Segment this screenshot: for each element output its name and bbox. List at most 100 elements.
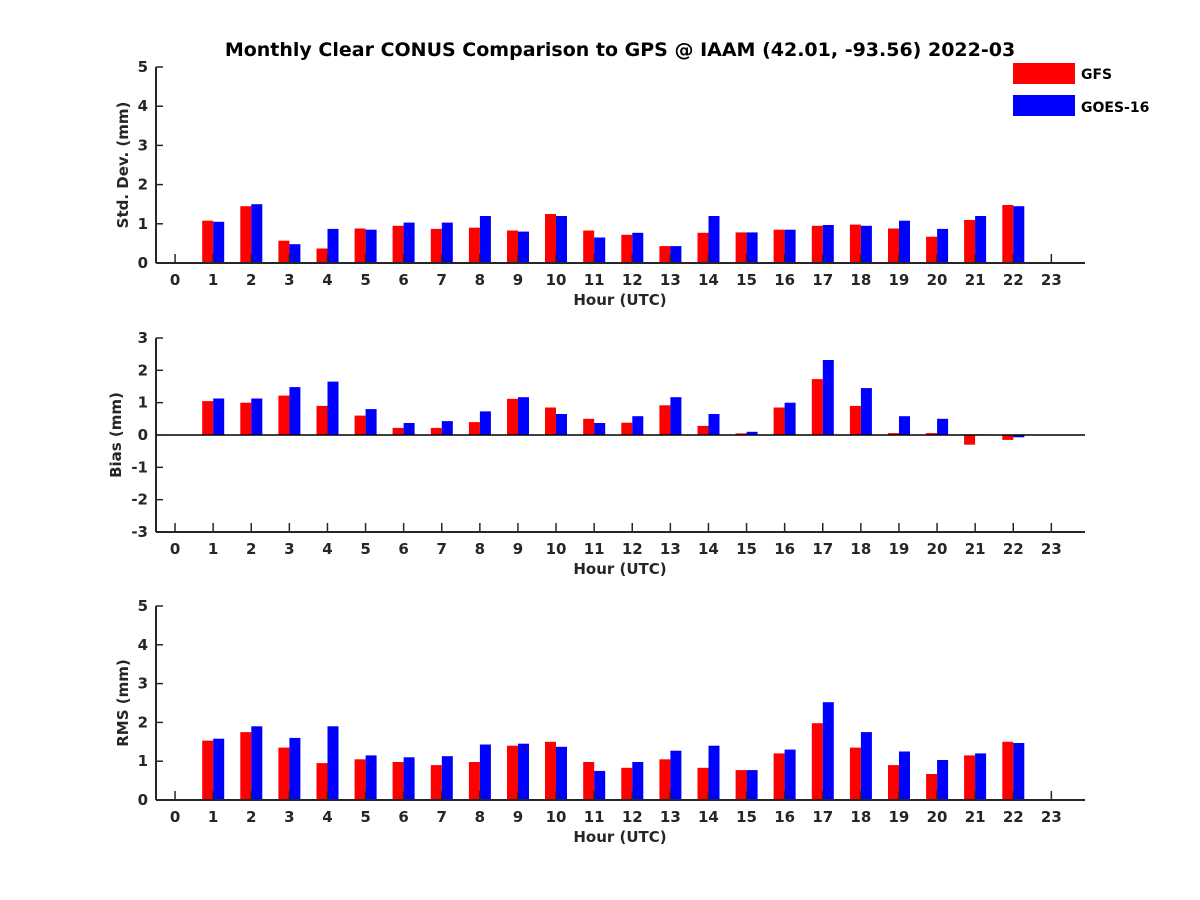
std-dev-bar-goes16-10 bbox=[556, 216, 567, 263]
rms-bar-gfs-20 bbox=[926, 774, 938, 800]
std-dev-bar-goes16-13 bbox=[670, 246, 682, 263]
std-dev-bar-goes16-17 bbox=[822, 225, 834, 263]
rms-bar-gfs-15 bbox=[735, 770, 747, 800]
bias-y-tick-label-6: 3 bbox=[138, 329, 148, 347]
rms-x-tick-label-11: 11 bbox=[584, 808, 605, 826]
std-dev-bar-goes16-8 bbox=[479, 216, 491, 263]
rms-bar-goes16-3 bbox=[289, 737, 301, 800]
std-dev-bar-goes16-12 bbox=[632, 232, 644, 263]
bias-bar-gfs-12 bbox=[621, 422, 633, 435]
bias-bar-goes16-7 bbox=[441, 421, 453, 435]
bias-bar-gfs-17 bbox=[811, 379, 823, 435]
std-dev-bar-gfs-3 bbox=[278, 240, 290, 263]
rms-x-tick-label-16: 16 bbox=[774, 808, 795, 826]
bias-bar-gfs-15 bbox=[735, 433, 747, 435]
rms-x-tick-label-15: 15 bbox=[736, 808, 757, 826]
std-dev-y-axis-label: Std. Dev. (mm) bbox=[114, 102, 132, 229]
bias-bar-goes16-13 bbox=[670, 397, 682, 435]
rms-bar-goes16-6 bbox=[403, 757, 415, 800]
bias-x-tick-label-20: 20 bbox=[927, 540, 948, 558]
bias-x-tick-label-11: 11 bbox=[584, 540, 605, 558]
bias-x-tick-label-10: 10 bbox=[546, 540, 567, 558]
std-dev-x-tick-label-2: 2 bbox=[246, 271, 256, 289]
rms-y-tick-label-3: 3 bbox=[138, 675, 148, 693]
std-dev-bar-goes16-3 bbox=[289, 244, 301, 263]
bias-x-axis-label: Hour (UTC) bbox=[573, 560, 666, 578]
bias-bar-goes16-9 bbox=[518, 397, 529, 435]
rms-bar-gfs-1 bbox=[202, 740, 214, 800]
std-dev-bar-gfs-1 bbox=[202, 220, 214, 263]
rms-y-tick-label-2: 2 bbox=[138, 713, 148, 731]
bias-bar-gfs-2 bbox=[240, 402, 252, 435]
bias-x-tick-label-18: 18 bbox=[850, 540, 871, 558]
bias-x-tick-label-12: 12 bbox=[622, 540, 643, 558]
bias-bar-goes16-16 bbox=[784, 402, 796, 435]
bias-x-tick-label-23: 23 bbox=[1041, 540, 1062, 558]
rms-x-tick-label-9: 9 bbox=[513, 808, 523, 826]
std-dev-bar-goes16-14 bbox=[708, 216, 720, 263]
rms-bar-gfs-6 bbox=[392, 762, 404, 800]
bias-bar-gfs-16 bbox=[773, 407, 785, 435]
bias-y-tick-label-0: -3 bbox=[131, 523, 148, 541]
std-dev-x-tick-label-16: 16 bbox=[774, 271, 795, 289]
std-dev-bar-gfs-5 bbox=[354, 228, 366, 263]
std-dev-bar-goes16-19 bbox=[899, 220, 910, 263]
std-dev-x-tick-label-15: 15 bbox=[736, 271, 757, 289]
rms-bar-goes16-16 bbox=[784, 749, 796, 800]
bias-bar-gfs-6 bbox=[392, 427, 404, 435]
bias-x-tick-label-21: 21 bbox=[965, 540, 986, 558]
legend: GFS GOES-16 bbox=[1013, 63, 1149, 116]
std-dev-x-tick-label-6: 6 bbox=[398, 271, 408, 289]
bias-bar-goes16-6 bbox=[403, 423, 415, 435]
rms-bar-gfs-19 bbox=[888, 765, 899, 800]
std-dev-bar-gfs-9 bbox=[507, 230, 518, 263]
std-dev-x-tick-label-17: 17 bbox=[812, 271, 833, 289]
rms-y-tick-label-4: 4 bbox=[138, 636, 148, 654]
rms-x-tick-label-20: 20 bbox=[927, 808, 948, 826]
rms-bar-gfs-13 bbox=[659, 759, 671, 800]
legend-swatch-goes16 bbox=[1013, 95, 1075, 116]
bias-bar-goes16-20 bbox=[937, 418, 949, 435]
bias-x-tick-label-19: 19 bbox=[889, 540, 910, 558]
rms-bar-gfs-16 bbox=[773, 753, 785, 800]
bias-bar-goes16-17 bbox=[822, 360, 834, 435]
bias-bar-gfs-9 bbox=[507, 398, 518, 435]
std-dev-y-tick-label-3: 3 bbox=[138, 136, 148, 154]
rms-bar-gfs-8 bbox=[468, 762, 480, 800]
rms-bar-goes16-2 bbox=[251, 726, 263, 800]
std-dev-x-tick-label-13: 13 bbox=[660, 271, 681, 289]
rms-x-tick-label-19: 19 bbox=[889, 808, 910, 826]
std-dev-bar-gfs-11 bbox=[583, 230, 595, 263]
rms-y-tick-label-0: 0 bbox=[138, 791, 148, 809]
std-dev-bar-gfs-14 bbox=[697, 232, 709, 263]
bias-bar-gfs-4 bbox=[316, 405, 328, 435]
rms-bar-gfs-14 bbox=[697, 767, 709, 800]
rms-bar-goes16-20 bbox=[937, 760, 949, 800]
bias-bar-goes16-19 bbox=[899, 416, 910, 435]
bias-bar-gfs-22 bbox=[1002, 435, 1014, 440]
rms-x-tick-label-17: 17 bbox=[812, 808, 833, 826]
rms-bar-gfs-2 bbox=[240, 732, 252, 800]
bias-y-tick-label-3: 0 bbox=[138, 426, 148, 444]
rms-y-axis-label: RMS (mm) bbox=[114, 659, 132, 746]
rms-x-tick-label-6: 6 bbox=[398, 808, 408, 826]
bias-bar-gfs-13 bbox=[659, 405, 671, 435]
std-dev-bar-gfs-2 bbox=[240, 206, 252, 263]
rms-y-tick-label-1: 1 bbox=[138, 752, 148, 770]
bias-x-tick-label-6: 6 bbox=[398, 540, 408, 558]
rms-x-tick-label-13: 13 bbox=[660, 808, 681, 826]
rms-bar-gfs-17 bbox=[811, 723, 823, 800]
rms-x-tick-label-8: 8 bbox=[475, 808, 485, 826]
std-dev-y-tick-label-5: 5 bbox=[138, 58, 148, 76]
std-dev-bar-goes16-22 bbox=[1013, 206, 1025, 263]
std-dev-bar-goes16-7 bbox=[441, 222, 453, 263]
bias-bar-gfs-14 bbox=[697, 425, 709, 435]
bias-y-tick-label-4: 1 bbox=[138, 394, 148, 412]
std-dev-bar-goes16-9 bbox=[518, 231, 529, 263]
rms-bar-gfs-11 bbox=[583, 762, 595, 800]
std-dev-x-tick-label-5: 5 bbox=[360, 271, 370, 289]
bias-bar-goes16-12 bbox=[632, 416, 644, 435]
rms-x-tick-label-18: 18 bbox=[850, 808, 871, 826]
